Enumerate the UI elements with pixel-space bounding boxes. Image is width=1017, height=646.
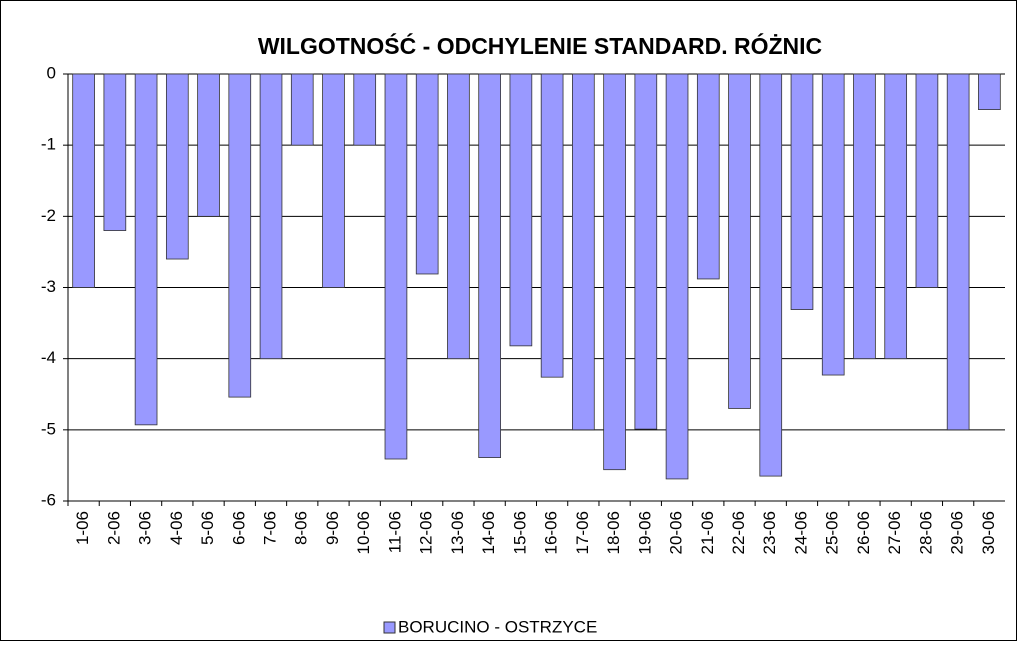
x-tick-label: 8-06 bbox=[292, 511, 311, 545]
bar bbox=[634, 73, 658, 430]
y-tick-label: -4 bbox=[41, 348, 56, 367]
x-tick-label: 6-06 bbox=[229, 511, 248, 545]
bar bbox=[322, 73, 345, 288]
x-tick-label: 7-06 bbox=[261, 511, 280, 545]
y-tick-label: -2 bbox=[41, 206, 56, 225]
bar bbox=[790, 73, 814, 310]
x-tick-label: 19-06 bbox=[635, 511, 654, 554]
y-tick-label: -6 bbox=[41, 490, 56, 509]
x-tick-label: 5-06 bbox=[198, 511, 217, 545]
x-tick-label: 9-06 bbox=[323, 511, 342, 545]
bar bbox=[728, 73, 751, 409]
bar bbox=[759, 73, 783, 477]
bar bbox=[384, 73, 408, 460]
bar bbox=[915, 73, 939, 288]
bar bbox=[415, 73, 439, 275]
x-tick-label: 17-06 bbox=[573, 511, 592, 554]
x-tick-label: 3-06 bbox=[136, 511, 155, 545]
x-tick-label: 30-06 bbox=[979, 511, 998, 554]
bar bbox=[853, 73, 876, 360]
chart-title: WILGOTNOŚĆ - ODCHYLENIE STANDARD. RÓŻNIC bbox=[258, 32, 822, 59]
bar bbox=[290, 73, 314, 146]
bar bbox=[603, 73, 626, 471]
x-tick-label: 24-06 bbox=[791, 511, 810, 554]
x-tick-label: 12-06 bbox=[417, 511, 436, 554]
x-tick-label: 13-06 bbox=[448, 511, 467, 554]
x-tick-label: 27-06 bbox=[885, 511, 904, 554]
bar bbox=[665, 73, 689, 480]
x-tick-label: 15-06 bbox=[510, 511, 529, 554]
bar bbox=[447, 73, 470, 360]
bar bbox=[696, 73, 720, 280]
y-tick-label: 0 bbox=[47, 63, 56, 82]
bar bbox=[821, 73, 845, 376]
bar bbox=[259, 73, 283, 360]
x-tick-label: 1-06 bbox=[73, 511, 92, 545]
bar bbox=[165, 73, 189, 260]
x-tick-label: 21-06 bbox=[698, 511, 717, 554]
y-tick-label: -3 bbox=[41, 277, 56, 296]
bar bbox=[353, 73, 377, 146]
y-tick-label: -1 bbox=[41, 135, 56, 154]
x-tick-label: 18-06 bbox=[604, 511, 623, 554]
bar bbox=[946, 73, 970, 431]
bar bbox=[884, 73, 908, 360]
bar bbox=[572, 73, 595, 431]
bar bbox=[540, 73, 564, 378]
legend-label: BORUCINO - OSTRZYCE bbox=[398, 617, 597, 636]
x-tick-label: 23-06 bbox=[760, 511, 779, 554]
x-tick-label: 2-06 bbox=[104, 511, 123, 545]
bar bbox=[228, 73, 252, 398]
bar bbox=[134, 73, 158, 426]
x-tick-label: 20-06 bbox=[667, 511, 686, 554]
bar bbox=[197, 73, 220, 217]
x-tick-label: 4-06 bbox=[167, 511, 186, 545]
bar bbox=[103, 73, 127, 231]
x-tick-label: 10-06 bbox=[354, 511, 373, 554]
bar bbox=[978, 73, 1001, 110]
x-tick-label: 26-06 bbox=[854, 511, 873, 554]
x-tick-label: 22-06 bbox=[729, 511, 748, 554]
x-tick-label: 28-06 bbox=[916, 511, 935, 554]
x-tick-label: 16-06 bbox=[542, 511, 561, 554]
x-tick-label: 29-06 bbox=[948, 511, 967, 554]
bar bbox=[72, 73, 95, 288]
y-tick-label: -5 bbox=[41, 419, 56, 438]
x-tick-label: 25-06 bbox=[823, 511, 842, 554]
x-tick-label: 11-06 bbox=[385, 511, 404, 553]
bar bbox=[478, 73, 501, 458]
x-tick-label: 14-06 bbox=[479, 511, 498, 554]
bar bbox=[509, 73, 533, 347]
legend-swatch bbox=[383, 621, 396, 634]
